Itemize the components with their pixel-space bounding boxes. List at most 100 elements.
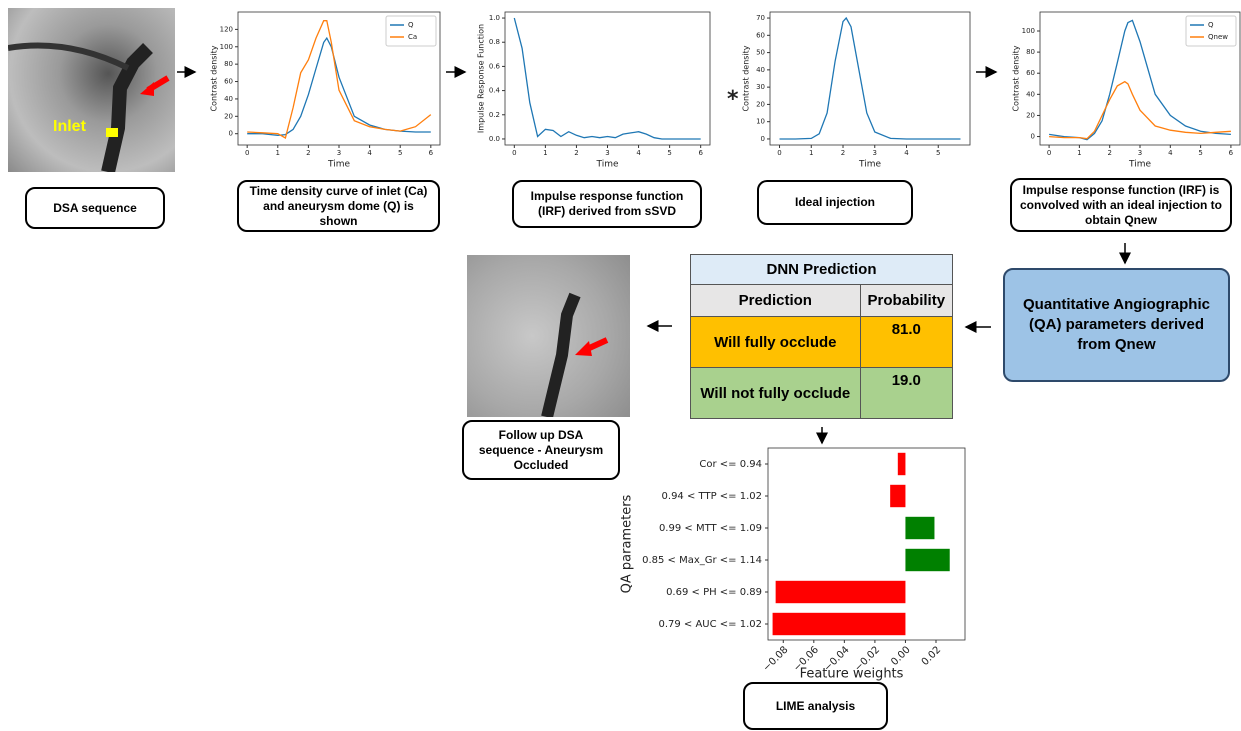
caption-box: Ideal injection <box>757 180 913 225</box>
y-tick-label: 100 <box>220 43 233 51</box>
table-header: Prediction <box>691 285 861 317</box>
x-axis-label: Feature weights <box>800 667 904 682</box>
caption-box: DSA sequence <box>25 187 165 229</box>
data-line <box>514 18 700 139</box>
bar <box>898 453 906 475</box>
y-axis-label: QA parameters <box>620 494 635 593</box>
x-tick-label: 5 <box>936 149 940 157</box>
y-tick-label: 0.2 <box>489 111 500 119</box>
table-header: Probability <box>860 285 952 317</box>
x-tick-label: −0.08 <box>761 644 790 673</box>
x-tick-label: 5 <box>1198 149 1202 157</box>
dsa-image: Inlet <box>8 8 175 172</box>
data-line <box>780 18 961 139</box>
plot-frame <box>768 448 965 640</box>
y-axis-label: Contrast density <box>210 45 219 111</box>
page: * 0123456020406080100120TimeContrast den… <box>0 0 1241 731</box>
y-tick-label: 80 <box>224 60 233 68</box>
plot-frame <box>770 12 970 145</box>
y-tick-label: 0.99 < MTT <= 1.09 <box>659 523 762 534</box>
x-tick-label: 3 <box>873 149 877 157</box>
y-tick-label: 40 <box>224 95 233 103</box>
y-tick-label: 70 <box>756 14 765 22</box>
table-cell: Will fully occlude <box>691 317 861 368</box>
inlet-label: Inlet <box>53 118 86 136</box>
x-tick-label: 0 <box>512 149 516 157</box>
y-tick-label: 30 <box>756 83 765 91</box>
x-tick-label: 0 <box>777 149 781 157</box>
table-title: DNN Prediction <box>691 255 953 285</box>
x-tick-label: 2 <box>1107 149 1111 157</box>
x-tick-label: 0 <box>245 149 249 157</box>
y-axis-label: Contrast density <box>1012 45 1021 111</box>
y-tick-label: 40 <box>1026 90 1035 98</box>
x-tick-label: 6 <box>429 149 434 157</box>
x-tick-label: 5 <box>667 149 671 157</box>
y-tick-label: 0.0 <box>489 135 500 143</box>
x-tick-label: 1 <box>1077 149 1081 157</box>
x-tick-label: 1 <box>276 149 280 157</box>
y-tick-label: 0.6 <box>489 62 501 70</box>
y-tick-label: 60 <box>756 31 765 39</box>
bar <box>905 549 949 571</box>
red-arrowhead <box>140 82 154 96</box>
x-axis-label: Time <box>327 160 350 170</box>
caption-box: Impulse response function (IRF) derived … <box>512 180 702 228</box>
caption-box: LIME analysis <box>743 682 888 730</box>
x-tick-label: 5 <box>398 149 402 157</box>
arrows <box>177 72 1125 443</box>
x-tick-label: 6 <box>698 149 703 157</box>
x-tick-label: 1 <box>809 149 813 157</box>
y-tick-label: 0.85 < Max_Gr <= 1.14 <box>642 555 762 566</box>
qa-box: Quantitative Angiographic (QA) parameter… <box>1003 268 1230 382</box>
legend-label: Q <box>1208 21 1214 29</box>
y-tick-label: Cor <= 0.94 <box>699 459 762 470</box>
y-tick-label: 0.69 < PH <= 0.89 <box>666 587 762 598</box>
data-line <box>1049 82 1231 139</box>
inlet-marker <box>106 128 118 137</box>
x-tick-label: 0.00 <box>889 644 913 668</box>
y-axis-label: Impulse Response Function <box>477 24 486 133</box>
y-tick-label: 100 <box>1022 27 1035 35</box>
x-tick-label: 4 <box>367 149 372 157</box>
y-tick-label: 120 <box>220 25 233 33</box>
x-tick-label: 2 <box>841 149 845 157</box>
legend-label: Q <box>408 21 414 29</box>
y-tick-label: 0.8 <box>489 38 500 46</box>
x-axis-label: Time <box>858 160 881 170</box>
red-arrowhead <box>575 341 592 356</box>
plot-frame <box>505 12 710 145</box>
x-tick-label: 2 <box>306 149 310 157</box>
caption-box: Time density curve of inlet (Ca) and ane… <box>237 180 440 232</box>
legend-label: Ca <box>408 33 417 41</box>
x-tick-label: 3 <box>1138 149 1142 157</box>
table-cell: 19.0 <box>860 368 952 419</box>
vessel <box>8 46 128 69</box>
x-tick-label: 3 <box>605 149 609 157</box>
x-tick-label: 1 <box>543 149 547 157</box>
y-tick-label: 0 <box>229 130 233 138</box>
bar <box>776 581 906 603</box>
bar <box>905 517 934 539</box>
bar <box>773 613 906 635</box>
y-tick-label: 20 <box>1026 111 1035 119</box>
legend-label: Qnew <box>1208 33 1228 41</box>
table-cell: Will not fully occlude <box>691 368 861 419</box>
y-tick-label: 80 <box>1026 48 1035 56</box>
y-tick-label: 0.94 < TTP <= 1.02 <box>662 491 762 502</box>
x-tick-label: 4 <box>1168 149 1173 157</box>
x-axis-label: Time <box>1128 160 1151 170</box>
y-tick-label: 40 <box>756 66 765 74</box>
caption-box: Impulse response function (IRF) is convo… <box>1010 178 1232 232</box>
x-tick-label: 0 <box>1047 149 1051 157</box>
x-tick-label: 0.02 <box>920 644 944 668</box>
y-tick-label: 20 <box>756 100 765 108</box>
x-tick-label: 4 <box>636 149 641 157</box>
y-tick-label: 0.4 <box>489 87 501 95</box>
x-tick-label: 6 <box>1229 149 1234 157</box>
y-tick-label: 10 <box>756 118 765 126</box>
caption-box: Follow up DSA sequence - Aneurysm Occlud… <box>462 420 620 480</box>
y-tick-label: 0 <box>1031 133 1035 141</box>
x-tick-label: 2 <box>574 149 578 157</box>
